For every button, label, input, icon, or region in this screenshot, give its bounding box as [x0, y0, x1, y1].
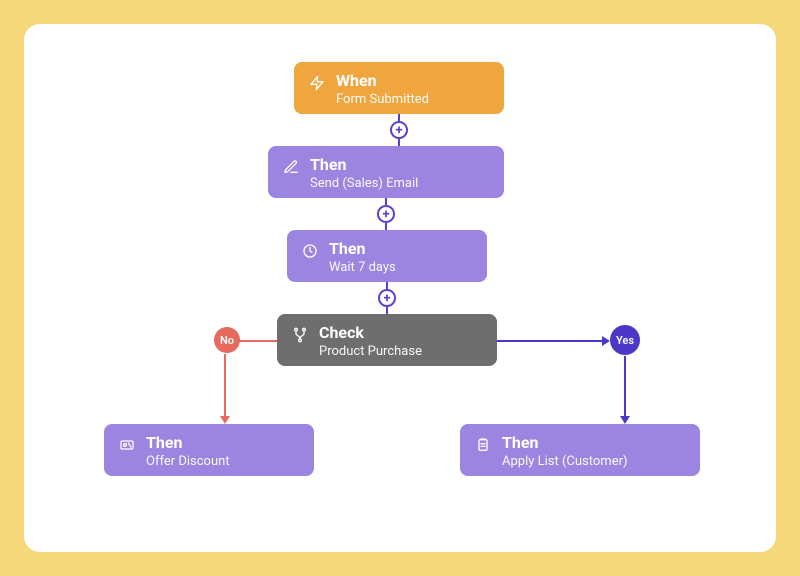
lightning-icon [308, 74, 326, 92]
arrow-down-icon [620, 416, 630, 424]
clipboard-icon [474, 436, 492, 454]
node-title: Check [319, 324, 422, 342]
node-check[interactable]: Check Product Purchase [277, 314, 497, 366]
node-then-discount[interactable]: Then Offer Discount [104, 424, 314, 476]
branch-line-no [234, 340, 277, 342]
node-when[interactable]: When Form Submitted [294, 62, 504, 114]
arrow-down-icon [220, 416, 230, 424]
node-then-email[interactable]: Then Send (Sales) Email [268, 146, 504, 198]
node-subtitle: Apply List (Customer) [502, 454, 628, 470]
node-then-apply-list[interactable]: Then Apply List (Customer) [460, 424, 700, 476]
node-subtitle: Offer Discount [146, 454, 230, 470]
node-subtitle: Product Purchase [319, 344, 422, 360]
node-then-wait[interactable]: Then Wait 7 days [287, 230, 487, 282]
node-subtitle: Wait 7 days [329, 260, 396, 276]
connector-plus[interactable]: + [378, 282, 396, 314]
node-title: Then [146, 434, 230, 452]
no-badge: No [214, 327, 240, 353]
branch-line-yes [624, 356, 626, 416]
flowchart-canvas: When Form Submitted Then Send (Sales) Em… [24, 24, 776, 552]
connector-plus[interactable]: + [390, 114, 408, 146]
branch-icon [291, 326, 309, 344]
node-title: Then [329, 240, 396, 258]
node-title: Then [502, 434, 628, 452]
node-title: When [336, 72, 429, 90]
branch-line-yes [497, 340, 602, 342]
branch-line-no [224, 354, 226, 416]
compose-icon [282, 158, 300, 176]
arrow-right-icon [602, 336, 610, 346]
yes-badge: Yes [610, 325, 640, 355]
node-title: Then [310, 156, 418, 174]
node-subtitle: Form Submitted [336, 92, 429, 108]
coupon-icon [118, 436, 136, 454]
node-subtitle: Send (Sales) Email [310, 176, 418, 192]
connector-plus[interactable]: + [377, 198, 395, 230]
clock-icon [301, 242, 319, 260]
